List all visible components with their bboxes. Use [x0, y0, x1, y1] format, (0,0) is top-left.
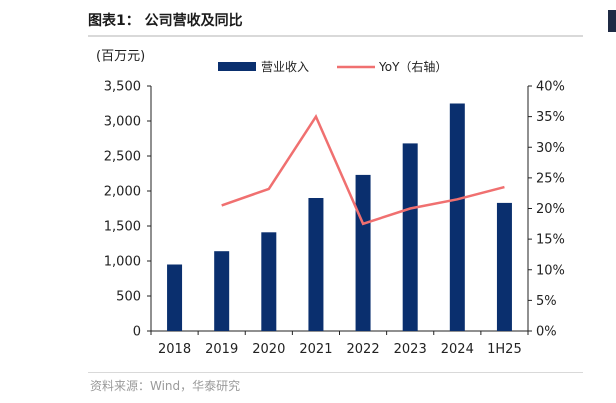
y2-tick-label: 35%: [536, 110, 565, 125]
x-tick-label: 2022: [347, 342, 380, 357]
y-tick-label: 3,000: [104, 115, 141, 130]
y2-tick-label: 15%: [536, 233, 565, 248]
y-tick-label: 2,000: [104, 185, 141, 200]
revenue-bar: [167, 264, 183, 331]
y-tick-label: 2,500: [104, 150, 141, 165]
x-tick-label: 2020: [252, 342, 285, 357]
revenue-bar: [214, 251, 230, 331]
revenue-bar: [402, 143, 418, 331]
y2-tick-label: 25%: [536, 171, 565, 186]
y2-tick-label: 30%: [536, 141, 565, 156]
x-tick-label: 2024: [441, 342, 474, 357]
y-tick-label: 3,500: [104, 80, 141, 95]
revenue-bar: [355, 174, 371, 331]
revenue-bar: [449, 103, 465, 331]
x-tick-label: 2023: [394, 342, 427, 357]
figure-title: 图表1： 公司营收及同比: [88, 13, 243, 29]
legend: 营业收入 YoY（右轴）: [218, 59, 447, 74]
page-edge-marker: [608, 10, 616, 32]
revenue-bar: [261, 232, 277, 331]
y2-tick-label: 0%: [536, 325, 557, 340]
y2-tick-label: 5%: [536, 294, 557, 309]
y-axis-unit-label: (百万元): [96, 49, 145, 64]
revenue-bar: [308, 198, 324, 331]
y-tick-label: 0: [133, 325, 141, 340]
title-bar: 图表1： 公司营收及同比: [88, 7, 583, 37]
legend-line-label: YoY（右轴）: [378, 59, 447, 74]
footer-divider: [88, 372, 583, 373]
revenue-bar: [496, 202, 512, 331]
y-tick-label: 500: [116, 290, 141, 305]
source-note: 资料来源：Wind，华泰研究: [90, 379, 241, 393]
y2-tick-label: 10%: [536, 263, 565, 278]
x-tick-label: 2021: [299, 342, 332, 357]
y-tick-label: 1,000: [104, 255, 141, 270]
x-tick-label: 2019: [205, 342, 238, 357]
x-tick-label: 1H25: [487, 342, 522, 357]
x-tick-label: 2018: [158, 342, 191, 357]
y-tick-label: 1,500: [104, 220, 141, 235]
yoy-line: [221, 114, 505, 226]
y2-tick-label: 40%: [536, 80, 565, 95]
y2-tick-label: 20%: [536, 202, 565, 217]
legend-bar-label: 营业收入: [261, 60, 309, 74]
legend-bar-swatch: [218, 62, 256, 71]
